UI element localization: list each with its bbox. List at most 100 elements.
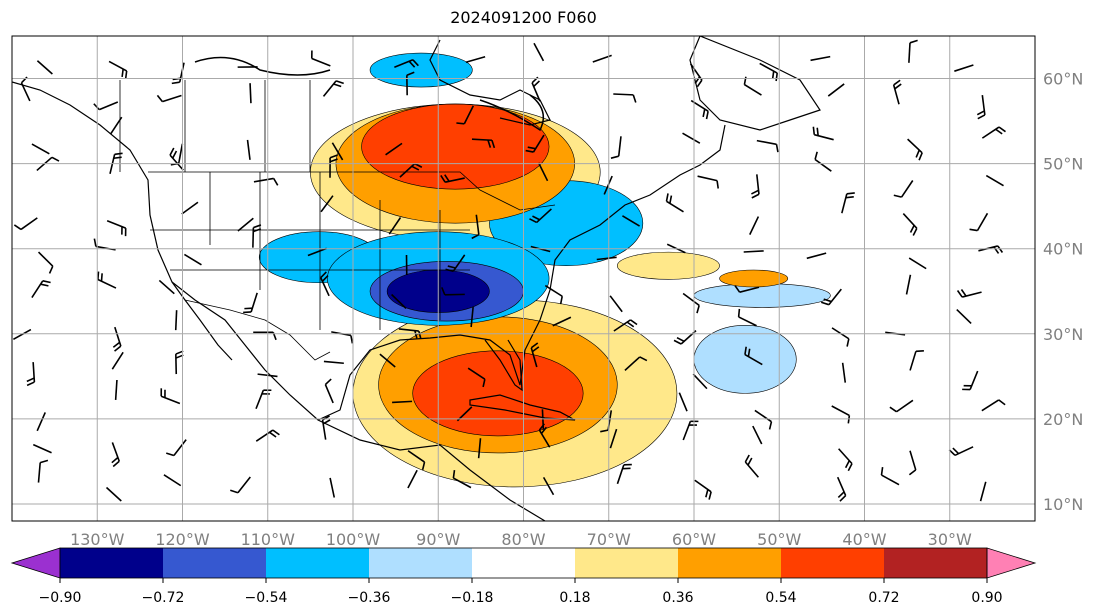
wind-barb (613, 93, 637, 103)
wind-barb (407, 450, 426, 471)
latitude-label: 20°N (1043, 410, 1083, 429)
wind-barb (609, 428, 618, 449)
us-mexico-border (184, 299, 331, 361)
wind-barb (237, 217, 254, 232)
wind-barb (902, 213, 918, 236)
wind-barb (243, 292, 258, 314)
wind-barb (329, 477, 336, 498)
latitude-labels: 10°N 20°N 30°N 40°N 50°N 60°N (1043, 70, 1083, 514)
wind-barb (465, 55, 486, 64)
colorbar-tick-label: 0.36 (662, 590, 693, 606)
wind-barb (37, 459, 49, 483)
wind-barb (399, 162, 423, 178)
longitude-label: 130°W (70, 530, 125, 549)
contour-line (479, 94, 545, 132)
wind-barb (385, 142, 403, 156)
colorbar-tick-label: 0.18 (559, 590, 590, 606)
wind-barb (322, 80, 344, 97)
wind-barb (694, 479, 712, 500)
wind-barb (909, 349, 924, 371)
wind-barb (880, 467, 900, 486)
wind-barb (533, 42, 545, 62)
map-title: 2024091200 F060 (450, 8, 597, 27)
wind-barb (976, 94, 986, 120)
wind-barb (697, 175, 720, 189)
coastlines (12, 36, 821, 521)
longitude-labels: 130°W 120°W 110°W 100°W 90°W 80°W 70°W 60°W 50°W… (70, 530, 972, 549)
wind-barb (754, 409, 773, 430)
colorbar-tick-label: −0.90 (39, 590, 82, 606)
wind-barb (956, 308, 972, 325)
wind-barb (93, 238, 116, 251)
wind-barb (751, 174, 760, 199)
wind-barb (682, 132, 701, 144)
anomaly-contour (693, 283, 831, 308)
wind-barb (892, 79, 902, 105)
wind-barb (692, 373, 708, 390)
wind-barb (530, 342, 540, 368)
wind-barb (831, 405, 851, 424)
wind-barb (907, 138, 923, 161)
wind-barb (307, 247, 327, 257)
wind-barb (440, 174, 465, 183)
hudson-bay-coastline (429, 39, 551, 126)
wind-barb (310, 50, 331, 67)
north-america-coastline (12, 81, 546, 521)
wind-barb (477, 438, 482, 459)
wind-barb (756, 139, 779, 153)
wind-barb (407, 469, 418, 489)
latitude-label: 60°N (1043, 70, 1083, 89)
colorbar-segment (575, 548, 679, 578)
wind-barb (31, 280, 51, 299)
wind-barb (36, 60, 53, 75)
cuba-coastline (469, 394, 576, 421)
wind-barb (163, 474, 182, 487)
wind-barbs (12, 39, 1006, 502)
wind-barb (331, 142, 344, 161)
wind-barb (979, 481, 987, 502)
wind-barb (609, 295, 623, 313)
colorbar-tick-label: −0.72 (142, 590, 185, 606)
longitude-label: 110°W (241, 530, 296, 549)
wind-barb (324, 378, 334, 404)
wind-barb (392, 400, 413, 404)
latitude-label: 10°N (1043, 495, 1083, 514)
wind-barb (105, 486, 122, 502)
wind-barb (737, 308, 757, 327)
wind-barb (836, 476, 847, 502)
wind-barb (32, 443, 52, 454)
anomaly-contour (361, 103, 550, 190)
contour-line (194, 56, 331, 76)
wind-barb (525, 134, 545, 153)
wind-barb (391, 293, 407, 309)
wind-barb (156, 94, 182, 103)
wind-barb (893, 180, 914, 198)
wind-barb (456, 105, 474, 125)
wind-barb (252, 224, 262, 248)
wind-barb (93, 101, 119, 111)
wind-barb (445, 254, 466, 273)
wind-barb (230, 476, 251, 494)
wind-barb (181, 201, 199, 215)
anomaly-contour (693, 324, 797, 394)
wind-barb (682, 292, 700, 314)
wind-barb (624, 356, 648, 371)
colorbar-segment (472, 548, 576, 578)
wind-barb (37, 251, 54, 274)
latitude-label: 40°N (1043, 240, 1083, 259)
wind-barb (908, 450, 917, 476)
wind-barb (841, 362, 847, 383)
wind-barb (596, 256, 617, 261)
anomaly-contour (616, 251, 720, 280)
wind-barb (537, 162, 549, 182)
wind-barb (471, 138, 496, 149)
wind-barb (752, 425, 763, 445)
wind-barb (169, 147, 184, 171)
wind-barb (544, 284, 564, 305)
wind-barb (616, 463, 632, 485)
province-border (119, 80, 311, 172)
wind-barb (552, 316, 572, 327)
wind-barb (985, 174, 1004, 187)
wind-barb (610, 136, 622, 159)
